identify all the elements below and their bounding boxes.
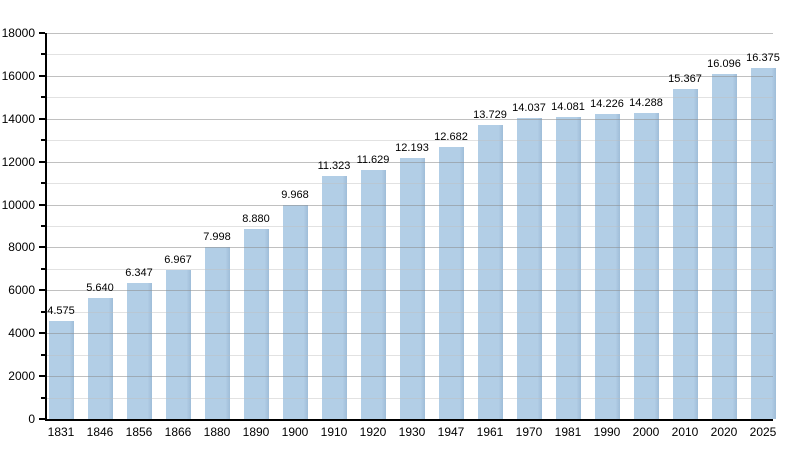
y-minor-tick bbox=[41, 396, 45, 399]
bar bbox=[672, 89, 698, 419]
bar bbox=[711, 74, 737, 419]
bar bbox=[555, 117, 581, 419]
bar-value-label: 9.968 bbox=[281, 189, 309, 201]
bar-value-label: 12.193 bbox=[395, 142, 429, 154]
x-tick-label: 2000 bbox=[632, 425, 660, 439]
gridline bbox=[47, 75, 773, 77]
x-tick-label: 1910 bbox=[320, 425, 348, 439]
bar-value-label: 5.640 bbox=[86, 282, 114, 294]
bar bbox=[87, 298, 113, 419]
bar-value-label: 6.967 bbox=[164, 254, 192, 266]
x-tick-label: 1900 bbox=[281, 425, 309, 439]
bar-value-label: 4.575 bbox=[47, 305, 75, 317]
y-tick-label: 8000 bbox=[8, 240, 35, 255]
x-tick-label: 1831 bbox=[47, 425, 75, 439]
y-major-tick bbox=[39, 117, 45, 120]
gridline bbox=[47, 54, 773, 56]
y-major-tick bbox=[39, 332, 45, 335]
x-tick-label: 1880 bbox=[203, 425, 231, 439]
bar-value-label: 7.998 bbox=[203, 231, 231, 243]
bar-value-label: 16.096 bbox=[707, 58, 741, 70]
x-tick-label: 1890 bbox=[242, 425, 270, 439]
y-tick-label: 10000 bbox=[1, 197, 35, 212]
y-minor-tick bbox=[41, 353, 45, 356]
y-tick-label: 14000 bbox=[1, 111, 35, 126]
bar-value-label: 14.226 bbox=[590, 98, 624, 110]
bar bbox=[750, 68, 776, 419]
y-minor-tick bbox=[41, 267, 45, 270]
bar bbox=[48, 321, 74, 419]
bar bbox=[594, 114, 620, 419]
y-minor-tick bbox=[41, 182, 45, 185]
y-minor-tick bbox=[41, 225, 45, 227]
x-tick-label: 1970 bbox=[515, 425, 543, 439]
x-tick-label: 1990 bbox=[593, 425, 621, 439]
y-tick-label: 18000 bbox=[1, 26, 35, 40]
y-major-tick bbox=[39, 375, 45, 378]
y-tick-label: 6000 bbox=[8, 283, 35, 298]
bar-value-label: 14.037 bbox=[512, 102, 546, 114]
y-minor-tick bbox=[41, 139, 45, 142]
bar bbox=[438, 147, 464, 419]
bar bbox=[282, 205, 308, 419]
bar-value-label: 11.323 bbox=[317, 160, 351, 172]
gridline bbox=[47, 97, 773, 99]
bar-value-label: 13.729 bbox=[473, 109, 507, 121]
bar bbox=[633, 113, 659, 419]
x-axis-line bbox=[45, 419, 773, 421]
bar bbox=[399, 158, 425, 419]
bar bbox=[360, 170, 386, 419]
y-tick-label: 12000 bbox=[1, 154, 35, 169]
y-minor-tick bbox=[41, 96, 45, 99]
bar-value-label: 12.682 bbox=[434, 131, 468, 143]
y-tick-label: 16000 bbox=[1, 68, 35, 83]
plot-area: 4.575 5.640 6.347 6.967 7.998 8.880 9.968 11.32… bbox=[47, 33, 780, 419]
x-tick-label: 1930 bbox=[398, 425, 426, 439]
bar bbox=[516, 118, 542, 419]
gridline bbox=[47, 33, 773, 34]
bar-value-label: 14.288 bbox=[629, 97, 663, 109]
y-minor-tick bbox=[41, 310, 45, 313]
bar bbox=[477, 125, 503, 419]
bar-value-label: 14.081 bbox=[551, 101, 585, 113]
y-major-tick bbox=[39, 160, 45, 163]
y-major-tick bbox=[39, 74, 45, 77]
x-tick-label: 1981 bbox=[554, 425, 582, 439]
bar bbox=[321, 176, 347, 419]
x-tick-label: 2020 bbox=[710, 425, 738, 439]
y-major-tick bbox=[39, 203, 45, 206]
bar-value-label: 6.347 bbox=[125, 267, 153, 279]
x-tick-label: 1920 bbox=[359, 425, 387, 439]
x-tick-label: 1846 bbox=[86, 425, 114, 439]
x-tick-label: 1961 bbox=[476, 425, 504, 439]
x-tick-label: 1866 bbox=[164, 425, 192, 439]
y-axis-line bbox=[45, 33, 47, 421]
y-major-tick bbox=[39, 289, 45, 292]
bar-value-label: 11.629 bbox=[356, 154, 390, 166]
y-tick-label: 0 bbox=[28, 412, 35, 426]
y-minor-tick bbox=[41, 53, 45, 56]
bar bbox=[126, 283, 152, 419]
y-major-tick bbox=[39, 32, 45, 34]
x-tick-label: 2010 bbox=[671, 425, 699, 439]
x-tick-label: 2025 bbox=[749, 425, 777, 439]
bar-value-label: 15.367 bbox=[668, 73, 702, 85]
gridline bbox=[47, 118, 773, 120]
bar-value-label: 8.880 bbox=[242, 213, 270, 225]
x-tick-label: 1947 bbox=[437, 425, 465, 439]
bar-value-label: 16.375 bbox=[746, 52, 780, 64]
y-major-tick bbox=[39, 246, 45, 249]
y-tick-label: 4000 bbox=[8, 326, 35, 341]
bar bbox=[165, 270, 191, 419]
x-tick-label: 1856 bbox=[125, 425, 153, 439]
y-major-tick bbox=[39, 418, 45, 420]
bar bbox=[204, 247, 230, 419]
bar bbox=[243, 229, 269, 419]
y-tick-label: 2000 bbox=[8, 369, 35, 384]
